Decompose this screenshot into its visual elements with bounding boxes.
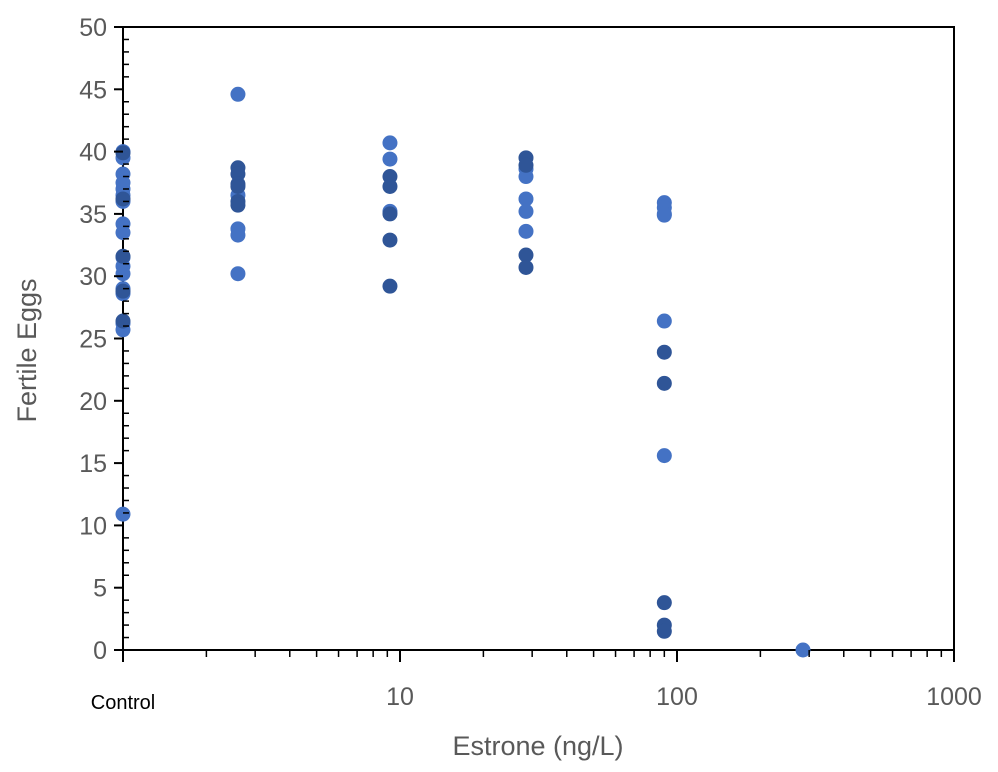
data-point (230, 266, 246, 282)
axes: 0 5 10 15 20 25 30 35 40 45 50 Control 10 100 1000 (79, 14, 982, 714)
data-point (230, 86, 246, 102)
data-point (230, 178, 246, 194)
x-axis-title: Estrone (ng/L) (452, 731, 623, 761)
y-tick-label: 30 (79, 263, 107, 291)
data-point (115, 313, 131, 329)
data-point (382, 178, 398, 194)
x-tick-label: 1000 (926, 683, 982, 711)
x-tick-label: Control (91, 692, 155, 714)
data-point (382, 206, 398, 222)
data-point (115, 225, 131, 241)
data-point (115, 266, 131, 282)
data-point (656, 344, 672, 360)
data-point (656, 313, 672, 329)
y-tick-label: 0 (93, 637, 107, 665)
data-point (518, 169, 534, 185)
data-point (518, 223, 534, 239)
data-point (518, 157, 534, 173)
data-point (382, 232, 398, 248)
data-point (518, 259, 534, 275)
data-points (115, 86, 811, 658)
data-point (382, 278, 398, 294)
data-point (115, 248, 131, 264)
data-point (115, 506, 131, 522)
data-point (656, 448, 672, 464)
y-tick-label: 15 (79, 450, 107, 478)
y-tick-label: 45 (79, 76, 107, 104)
y-tick-label: 10 (79, 512, 107, 540)
data-point (115, 191, 131, 207)
y-tick-label: 25 (79, 326, 107, 354)
y-axis-title: Fertile Eggs (12, 278, 42, 422)
y-tick-label: 20 (79, 388, 107, 416)
y-tick-label: 5 (93, 575, 107, 603)
data-point (656, 595, 672, 611)
data-point (656, 207, 672, 223)
data-point (115, 145, 131, 161)
y-tick-label: 50 (79, 14, 107, 42)
data-point (230, 197, 246, 213)
data-point (230, 227, 246, 243)
data-point (115, 283, 131, 299)
data-point (382, 151, 398, 167)
data-point (518, 203, 534, 219)
data-point (518, 191, 534, 207)
data-point (382, 135, 398, 151)
x-tick-label: 10 (386, 683, 414, 711)
data-point (795, 642, 811, 658)
y-tick-label: 40 (79, 139, 107, 167)
data-point (518, 247, 534, 263)
y-tick-label: 35 (79, 201, 107, 229)
data-point (656, 623, 672, 639)
x-tick-label: 100 (656, 683, 698, 711)
data-point (656, 375, 672, 391)
